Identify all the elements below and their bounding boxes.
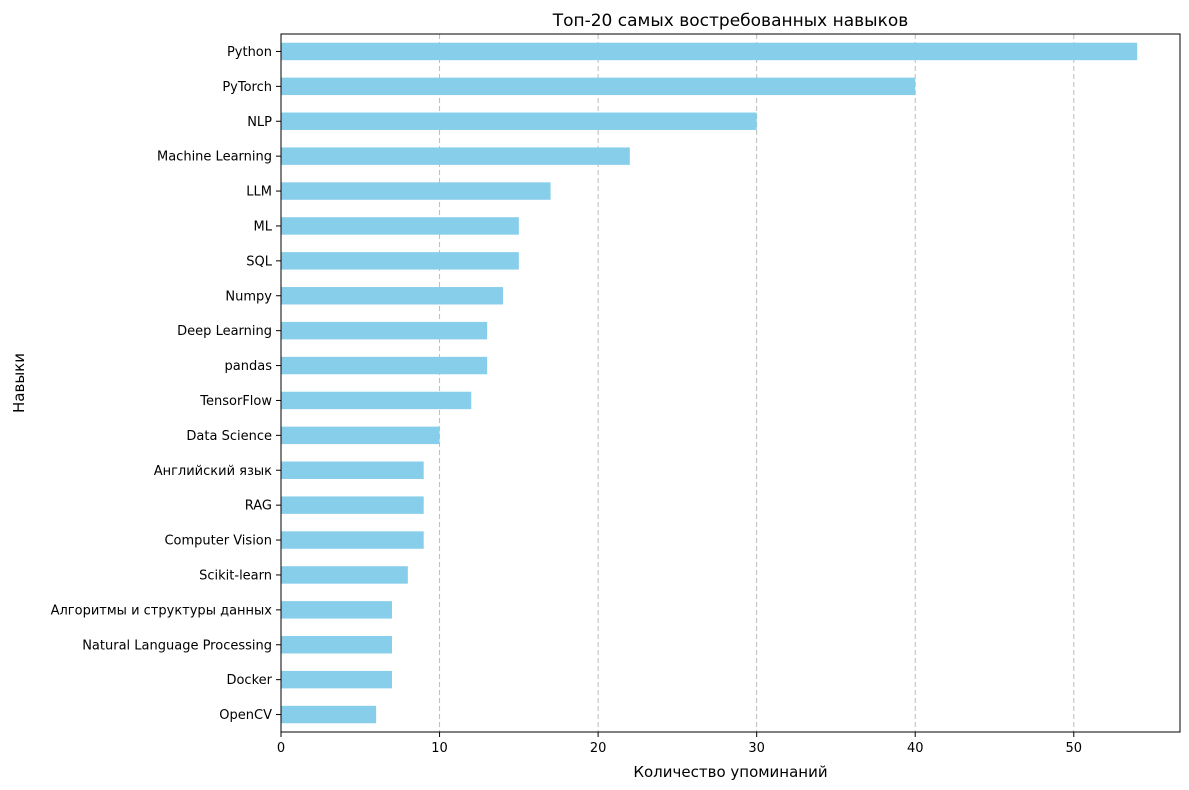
x-tick-label: 50: [1065, 741, 1082, 756]
y-tick-label: Docker: [226, 673, 272, 688]
bar-scikit-learn: [281, 566, 408, 584]
bar-rag: [281, 496, 424, 514]
x-tick-label: 10: [431, 741, 448, 756]
bar-computer-vision: [281, 531, 424, 549]
bar-английский-язык: [281, 461, 424, 479]
bar-pytorch: [281, 77, 916, 96]
bar-deep-learning: [281, 321, 488, 340]
bar-data-science: [281, 426, 440, 445]
y-tick-label: SQL: [246, 254, 272, 269]
bars: [281, 42, 1138, 724]
y-tick-label: Scikit-learn: [199, 568, 272, 583]
y-tick-label: LLM: [246, 185, 272, 200]
y-tick-label: Machine Learning: [157, 150, 272, 165]
bar-opencv: [281, 705, 377, 724]
x-axis-ticks: 0 10 20 30 40 50: [277, 732, 1082, 756]
x-tick-label: 0: [277, 741, 285, 756]
y-tick-label: ML: [254, 219, 273, 234]
grid-lines: [439, 34, 1075, 732]
x-axis-label: Количество упоминаний: [633, 763, 827, 781]
y-axis-label: Навыки: [10, 353, 28, 413]
y-tick-label: RAG: [245, 499, 272, 514]
bar-python: [281, 42, 1138, 61]
bar-nlp: [281, 112, 757, 130]
bar-sql: [281, 252, 519, 270]
y-tick-label: NLP: [247, 115, 272, 130]
plot-frame: [280, 33, 1181, 733]
bar-numpy: [281, 287, 503, 305]
y-tick-label: Data Science: [186, 429, 272, 444]
bar-pandas: [281, 356, 488, 375]
bar-llm: [281, 182, 551, 200]
y-tick-label: Deep Learning: [177, 324, 272, 339]
y-tick-label: pandas: [225, 359, 273, 374]
y-tick-label: Алгоритмы и структуры данных: [51, 603, 273, 618]
bar-ml: [281, 217, 519, 235]
bar-tensorflow: [281, 391, 472, 410]
y-axis-ticks: Python PyTorch NLP Machine Learning LLM ML SQL…: [51, 45, 281, 723]
chart-title: Топ-20 самых востребованных навыков: [552, 11, 909, 31]
bar-docker: [281, 670, 392, 689]
y-tick-label: TensorFlow: [199, 394, 272, 409]
bar-natural-language-processing: [281, 636, 392, 654]
x-tick-label: 20: [590, 741, 607, 756]
y-tick-label: Natural Language Processing: [82, 638, 272, 653]
y-tick-label: Английский язык: [154, 464, 272, 479]
x-tick-label: 40: [907, 741, 924, 756]
y-tick-label: Computer Vision: [164, 534, 272, 549]
bar-алгоритмы-и-структуры-данных: [281, 601, 392, 619]
x-tick-label: 30: [748, 741, 765, 756]
y-tick-label: Python: [227, 45, 272, 60]
y-tick-label: OpenCV: [219, 708, 272, 723]
bar-machine-learning: [281, 147, 630, 165]
y-tick-label: PyTorch: [222, 80, 272, 95]
y-tick-label: Numpy: [225, 289, 272, 304]
